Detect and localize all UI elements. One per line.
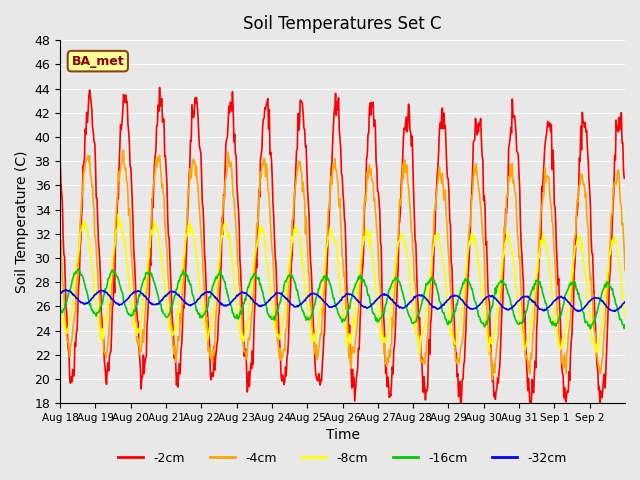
- -16cm: [255, 275, 263, 281]
- -8cm: [402, 240, 410, 246]
- -4cm: [488, 377, 496, 383]
- -32cm: [610, 308, 618, 314]
- -2cm: [457, 411, 465, 417]
- -32cm: [433, 306, 441, 312]
- -2cm: [255, 187, 263, 192]
- -16cm: [75, 266, 83, 272]
- -4cm: [621, 267, 629, 273]
- -2cm: [433, 172, 441, 178]
- -32cm: [255, 303, 263, 309]
- -8cm: [124, 260, 131, 265]
- -32cm: [227, 300, 235, 305]
- -2cm: [56, 157, 64, 163]
- Line: -2cm: -2cm: [60, 87, 625, 414]
- Line: -16cm: -16cm: [60, 269, 625, 329]
- -2cm: [123, 100, 131, 106]
- -8cm: [276, 331, 284, 337]
- -4cm: [227, 159, 235, 165]
- -2cm: [156, 84, 163, 90]
- -8cm: [416, 350, 424, 356]
- -8cm: [434, 231, 442, 237]
- Line: -4cm: -4cm: [60, 150, 625, 380]
- -32cm: [276, 291, 284, 297]
- -8cm: [56, 294, 64, 300]
- -4cm: [56, 239, 64, 244]
- -2cm: [621, 176, 629, 181]
- -2cm: [227, 100, 235, 106]
- -8cm: [621, 314, 629, 320]
- -32cm: [56, 291, 64, 297]
- -32cm: [621, 299, 629, 305]
- Legend: -2cm, -4cm, -8cm, -16cm, -32cm: -2cm, -4cm, -8cm, -16cm, -32cm: [113, 446, 572, 469]
- -4cm: [120, 147, 127, 153]
- -4cm: [124, 180, 131, 185]
- -16cm: [433, 287, 441, 293]
- -16cm: [227, 302, 235, 308]
- -16cm: [621, 322, 629, 328]
- -2cm: [276, 351, 284, 357]
- -8cm: [115, 212, 122, 217]
- Title: Soil Temperatures Set C: Soil Temperatures Set C: [243, 15, 442, 33]
- -2cm: [402, 121, 410, 127]
- -16cm: [586, 326, 594, 332]
- -32cm: [402, 303, 410, 309]
- -4cm: [276, 346, 284, 351]
- Line: -8cm: -8cm: [60, 215, 625, 353]
- -8cm: [255, 228, 263, 233]
- -4cm: [402, 170, 410, 176]
- Line: -32cm: -32cm: [60, 289, 625, 311]
- -8cm: [227, 249, 235, 254]
- -16cm: [56, 308, 64, 314]
- -16cm: [124, 309, 131, 315]
- Text: BA_met: BA_met: [72, 55, 124, 68]
- X-axis label: Time: Time: [326, 429, 360, 443]
- -32cm: [62, 287, 70, 292]
- -4cm: [255, 195, 263, 201]
- -32cm: [124, 297, 131, 302]
- Y-axis label: Soil Temperature (C): Soil Temperature (C): [15, 150, 29, 293]
- -16cm: [402, 303, 410, 309]
- -4cm: [433, 183, 441, 189]
- -16cm: [276, 299, 284, 304]
